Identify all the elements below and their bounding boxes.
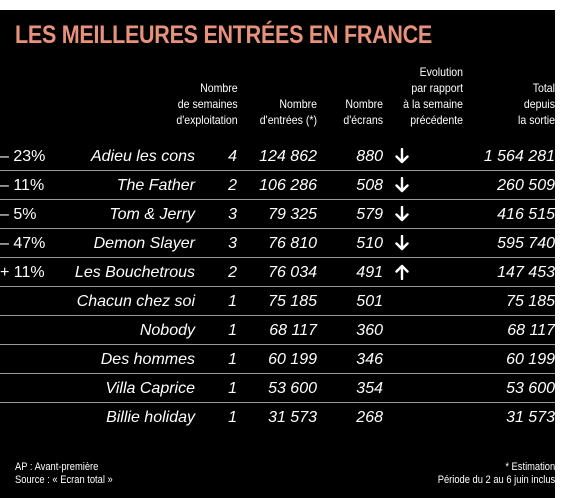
total-value: 53 600	[506, 380, 555, 397]
weeks-value: 1	[228, 409, 237, 426]
screens-value: 501	[356, 293, 383, 310]
total-value: 31 573	[506, 409, 555, 426]
film-title: The Father	[116, 177, 195, 194]
total-value: 595 740	[497, 235, 555, 252]
film-title: Nobody	[139, 322, 195, 339]
entries-value: 76 810	[268, 235, 317, 252]
table-row: Nobody 1 68 117 360 68 117	[0, 316, 555, 345]
screens-value: 880	[356, 148, 383, 165]
top-border	[0, 0, 555, 10]
table-body: Adieu les cons 4 124 862 880 – 23% 1 564 281 T…	[0, 142, 555, 432]
film-title: Chacun chez soi	[76, 293, 195, 310]
total-value: 1 564 281	[483, 148, 555, 165]
weeks-value: 2	[228, 264, 237, 281]
header-evolution: Evolution par rapport à la semaine précé…	[403, 64, 463, 128]
header-screens-line: d'écrans	[343, 113, 383, 127]
footer-note: AP : Avant-première	[15, 461, 99, 473]
table-row: Villa Caprice 1 53 600 354 53 600	[0, 374, 555, 403]
weeks-value: 3	[228, 235, 237, 252]
entries-value: 31 573	[268, 409, 317, 426]
entries-value: 79 325	[268, 206, 317, 223]
evolution-value: – 5%	[0, 206, 37, 223]
header-evolution-line: à la semaine	[403, 97, 463, 111]
entries-value: 124 862	[259, 148, 317, 165]
header-total-line: depuis	[523, 97, 555, 111]
header-weeks-line: Nombre	[200, 81, 238, 95]
footer-estimation: * Estimation	[505, 461, 555, 473]
film-title: Billie holiday	[106, 409, 195, 426]
weeks-value: 1	[228, 322, 237, 339]
header-entries-line: d'entrées (*)	[259, 113, 317, 127]
table-row: Demon Slayer 3 76 810 510 – 47% 595 740	[0, 229, 555, 258]
header-total: Total depuis la sortie	[518, 80, 555, 128]
total-value: 60 199	[506, 351, 555, 368]
film-title: Les Bouchetrous	[74, 264, 195, 281]
weeks-value: 3	[228, 206, 237, 223]
film-title: Villa Caprice	[105, 380, 195, 397]
total-value: 260 509	[497, 177, 555, 194]
header-total-line: la sortie	[518, 113, 555, 127]
screens-value: 354	[356, 380, 383, 397]
header-weeks-line: de semaines	[178, 97, 238, 111]
table-row: The Father 2 106 286 508 – 11% 260 509	[0, 171, 555, 200]
evolution-value: – 11%	[0, 177, 45, 194]
film-title: Demon Slayer	[93, 235, 195, 252]
screens-value: 508	[356, 177, 383, 194]
header-evolution-line: par rapport	[411, 81, 463, 95]
entries-value: 68 117	[269, 322, 317, 339]
footer-left: AP : Avant-première Source : « Ecran tot…	[15, 461, 113, 487]
table-row: Chacun chez soi 1 75 185 501 75 185	[0, 287, 555, 316]
screens-value: 579	[356, 206, 383, 223]
header-entries: Nombre d'entrées (*)	[260, 96, 317, 128]
table-row: Des hommes 1 60 199 346 60 199	[0, 345, 555, 374]
table-row: Adieu les cons 4 124 862 880 – 23% 1 564 281	[0, 142, 555, 171]
film-title: Adieu les cons	[90, 148, 195, 165]
header-entries-line: Nombre	[279, 97, 317, 111]
entries-value: 75 185	[268, 293, 317, 310]
screens-value: 346	[356, 351, 383, 368]
total-value: 68 117	[507, 322, 555, 339]
entries-value: 53 600	[268, 380, 317, 397]
arrow-down-icon	[395, 206, 409, 222]
entries-value: 60 199	[268, 351, 317, 368]
chart-title: LES MEILLEURES ENTRÉES EN FRANCE	[15, 21, 433, 49]
header-weeks: Nombre de semaines d'exploitation	[177, 80, 238, 128]
total-value: 75 185	[506, 293, 555, 310]
footer-period: Période du 2 au 6 juin inclus	[437, 474, 555, 486]
film-title: Tom & Jerry	[109, 206, 195, 223]
entries-value: 106 286	[259, 177, 317, 194]
table-row: Les Bouchetrous 2 76 034 491 + 11% 147 453	[0, 258, 555, 287]
weeks-value: 4	[228, 148, 237, 165]
header-weeks-line: d'exploitation	[176, 113, 238, 127]
header-screens-line: Nombre	[345, 97, 383, 111]
screens-value: 268	[356, 409, 383, 426]
screens-value: 510	[356, 235, 383, 252]
arrow-down-icon	[395, 148, 409, 164]
total-value: 147 453	[497, 264, 555, 281]
arrow-down-icon	[395, 177, 409, 193]
evolution-value: – 47%	[0, 235, 46, 252]
footer-source: Source : « Ecran total »	[15, 474, 113, 486]
weeks-value: 1	[228, 380, 237, 397]
header-evolution-line: précédente	[410, 113, 463, 127]
evolution-value: – 23%	[0, 148, 46, 165]
arrow-down-icon	[395, 235, 409, 251]
weeks-value: 1	[228, 351, 237, 368]
evolution-value: + 11%	[0, 264, 45, 281]
total-value: 416 515	[497, 206, 555, 223]
arrow-up-icon	[395, 264, 409, 280]
entries-value: 76 034	[268, 264, 317, 281]
footer-right: * Estimation Période du 2 au 6 juin incl…	[438, 461, 555, 487]
header-screens: Nombre d'écrans	[343, 96, 383, 128]
weeks-value: 2	[228, 177, 237, 194]
screens-value: 360	[356, 322, 383, 339]
header-evolution-line: Evolution	[419, 65, 463, 79]
screens-value: 491	[356, 264, 383, 281]
weeks-value: 1	[228, 293, 237, 310]
table-row: Billie holiday 1 31 573 268 31 573	[0, 403, 555, 432]
film-title: Des hommes	[100, 351, 195, 368]
table-row: Tom & Jerry 3 79 325 579 – 5% 416 515	[0, 200, 555, 229]
header-total-line: Total	[532, 81, 555, 95]
